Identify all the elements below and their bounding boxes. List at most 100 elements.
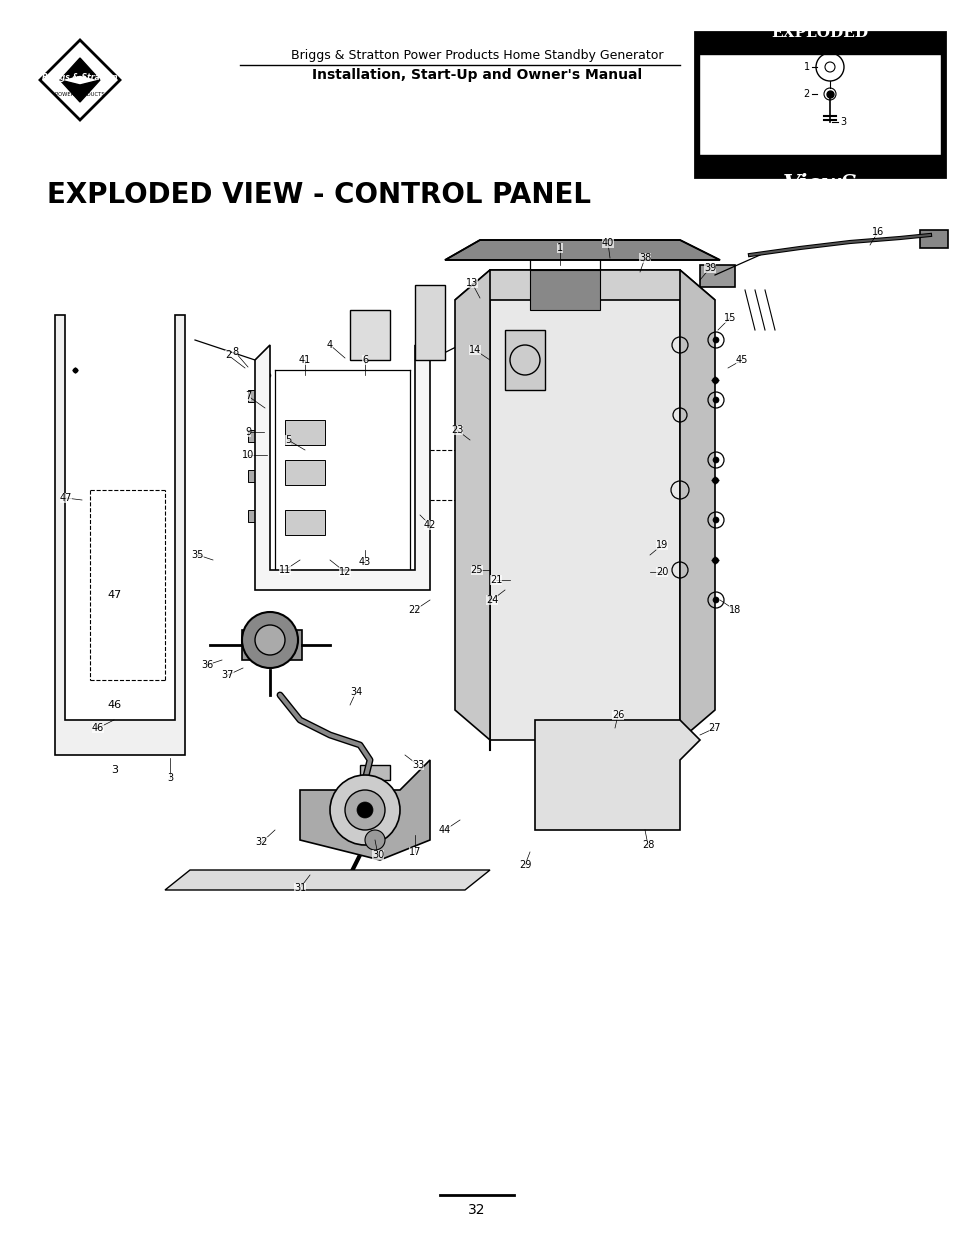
Text: 1: 1 xyxy=(803,62,809,72)
Text: 17: 17 xyxy=(409,847,420,857)
Polygon shape xyxy=(535,720,700,830)
Text: 9: 9 xyxy=(245,427,251,437)
Text: EXPLODED: EXPLODED xyxy=(771,26,867,40)
Bar xyxy=(700,266,734,287)
Text: 4: 4 xyxy=(327,340,333,350)
Text: 36: 36 xyxy=(201,659,213,671)
Text: EXPLODED VIEW - CONTROL PANEL: EXPLODED VIEW - CONTROL PANEL xyxy=(47,182,590,209)
Polygon shape xyxy=(55,315,185,755)
Bar xyxy=(619,510,649,540)
Text: 10: 10 xyxy=(242,450,253,459)
Bar xyxy=(557,720,573,735)
Text: 20: 20 xyxy=(655,567,667,577)
Circle shape xyxy=(254,625,285,655)
Bar xyxy=(919,230,947,248)
Bar xyxy=(544,735,675,820)
Circle shape xyxy=(712,396,719,403)
Polygon shape xyxy=(679,270,714,740)
Text: 3: 3 xyxy=(840,117,845,127)
Text: 42: 42 xyxy=(423,520,436,530)
Text: 1: 1 xyxy=(557,243,562,253)
Bar xyxy=(619,550,649,580)
Bar xyxy=(285,459,325,485)
Text: 13: 13 xyxy=(465,278,477,288)
Bar xyxy=(617,720,633,735)
Circle shape xyxy=(242,613,297,668)
Text: 43: 43 xyxy=(358,557,371,567)
Text: 32: 32 xyxy=(255,837,268,847)
Polygon shape xyxy=(530,270,599,310)
Text: 15: 15 xyxy=(723,312,736,324)
Text: 31: 31 xyxy=(294,883,306,893)
Text: 46: 46 xyxy=(91,722,104,734)
Text: 16: 16 xyxy=(871,227,883,237)
Text: 12: 12 xyxy=(338,567,351,577)
Text: 45: 45 xyxy=(735,354,747,366)
Polygon shape xyxy=(444,240,720,261)
Text: 7: 7 xyxy=(245,391,251,401)
Bar xyxy=(248,471,260,482)
Polygon shape xyxy=(350,310,390,359)
Bar xyxy=(359,764,390,781)
Text: 32: 32 xyxy=(468,1203,485,1216)
Polygon shape xyxy=(415,285,444,359)
Text: 3: 3 xyxy=(112,764,118,776)
Text: 37: 37 xyxy=(222,671,233,680)
Text: 19: 19 xyxy=(655,540,667,550)
Text: 38: 38 xyxy=(639,253,651,263)
Text: 44: 44 xyxy=(438,825,451,835)
Bar xyxy=(285,420,325,445)
Text: 46: 46 xyxy=(108,700,122,710)
Text: 18: 18 xyxy=(728,605,740,615)
Text: 11: 11 xyxy=(278,564,291,576)
Text: 6: 6 xyxy=(361,354,368,366)
Polygon shape xyxy=(60,58,100,80)
Text: POWER PRODUCTS: POWER PRODUCTS xyxy=(55,91,105,96)
Text: 2: 2 xyxy=(225,350,231,359)
Text: 29: 29 xyxy=(518,860,531,869)
FancyBboxPatch shape xyxy=(699,54,940,156)
Polygon shape xyxy=(455,270,490,740)
Text: 22: 22 xyxy=(408,605,421,615)
Text: 21: 21 xyxy=(489,576,501,585)
Text: 2: 2 xyxy=(803,89,809,99)
Circle shape xyxy=(712,597,719,603)
Bar xyxy=(285,510,325,535)
Polygon shape xyxy=(490,270,679,740)
Text: Briggs & Stratton Power Products Home Standby Generator: Briggs & Stratton Power Products Home St… xyxy=(291,48,662,62)
Circle shape xyxy=(330,776,399,845)
Bar xyxy=(242,630,302,659)
Polygon shape xyxy=(165,869,490,890)
Text: 24: 24 xyxy=(485,595,497,605)
Text: 25: 25 xyxy=(470,564,483,576)
Text: 3: 3 xyxy=(167,773,172,783)
Text: 41: 41 xyxy=(298,354,311,366)
Bar xyxy=(619,471,649,500)
Text: ViewS: ViewS xyxy=(781,173,857,195)
Bar xyxy=(248,430,260,442)
Text: 5: 5 xyxy=(285,435,291,445)
Text: 26: 26 xyxy=(611,710,623,720)
Bar xyxy=(619,430,649,459)
Bar xyxy=(248,390,260,403)
Polygon shape xyxy=(254,345,430,590)
Text: Installation, Start-Up and Owner's Manual: Installation, Start-Up and Owner's Manua… xyxy=(312,68,641,82)
Circle shape xyxy=(712,337,719,343)
Text: 14: 14 xyxy=(468,345,480,354)
Text: 33: 33 xyxy=(412,760,424,769)
Polygon shape xyxy=(60,80,100,103)
Text: 47: 47 xyxy=(108,590,122,600)
Text: 28: 28 xyxy=(641,840,654,850)
Circle shape xyxy=(345,790,385,830)
Text: 47: 47 xyxy=(60,493,72,503)
Text: 34: 34 xyxy=(350,687,362,697)
Circle shape xyxy=(712,517,719,522)
Bar xyxy=(248,510,260,522)
Polygon shape xyxy=(504,330,544,390)
Circle shape xyxy=(356,802,373,818)
Text: 39: 39 xyxy=(703,263,716,273)
Text: 40: 40 xyxy=(601,238,614,248)
Text: 30: 30 xyxy=(372,850,384,860)
Text: 23: 23 xyxy=(451,425,463,435)
Polygon shape xyxy=(299,760,430,860)
